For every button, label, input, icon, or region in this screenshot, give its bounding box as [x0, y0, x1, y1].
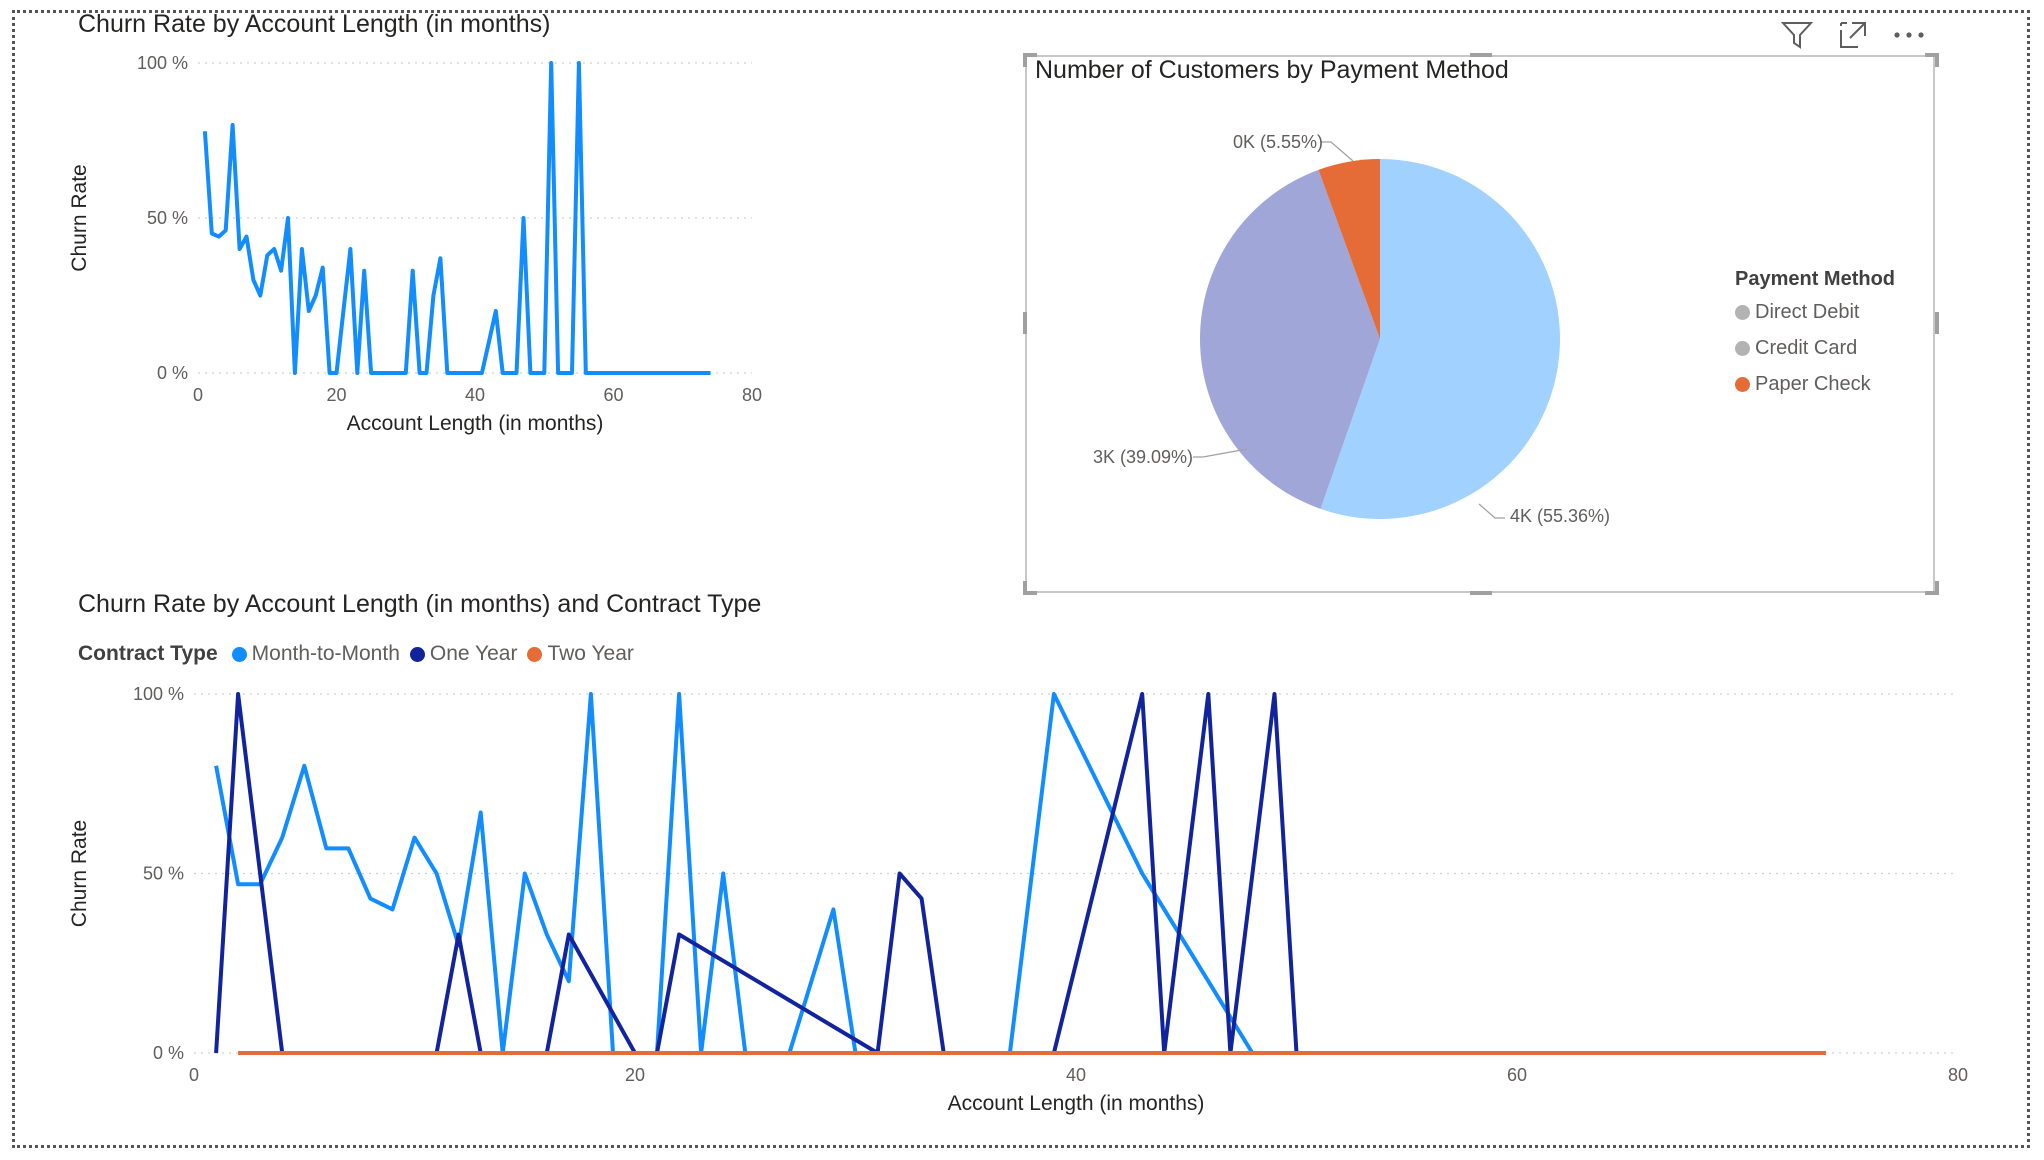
visual-header: [1780, 18, 1926, 52]
resize-handle-bottom-right-v[interactable]: [1935, 581, 1939, 595]
resize-handle-top-right-v[interactable]: [1935, 53, 1939, 67]
resize-handle-top-right[interactable]: [1925, 53, 1939, 57]
data-label-leader: [1478, 503, 1505, 519]
resize-handle-top-left[interactable]: [1023, 53, 1037, 57]
resize-handle-bottom-left[interactable]: [1023, 591, 1037, 595]
x-axis-title: Account Length (in months): [948, 1092, 1205, 1115]
resize-handle-left[interactable]: [1023, 312, 1027, 334]
legend-title: Payment Method: [1735, 268, 1896, 290]
data-label-leader: [1193, 448, 1248, 458]
series-line-one-year[interactable]: [214, 692, 1826, 1055]
series-line-0[interactable]: [202, 61, 711, 375]
x-tick-label: 80: [1948, 1065, 1968, 1085]
y-tick-label: 0 %: [157, 363, 188, 383]
legend-item-one-year[interactable]: One Year: [409, 642, 518, 666]
filter-icon[interactable]: [1780, 18, 1814, 52]
legend-label: Credit Card: [1755, 337, 1858, 359]
x-tick-label: 80: [742, 385, 762, 405]
y-tick-label: 0 %: [153, 1043, 184, 1063]
y-axis-title: Churn Rate: [70, 164, 91, 271]
x-tick-label: 60: [1507, 1065, 1527, 1085]
legend-marker: [1735, 305, 1750, 320]
legend-marker: [527, 646, 543, 662]
resize-handle-right[interactable]: [1935, 312, 1939, 334]
pie-chart-title: Number of Customers by Payment Method: [1035, 56, 1509, 84]
x-tick-label: 0: [193, 385, 203, 405]
x-tick-label: 20: [625, 1065, 645, 1085]
chart-title: Churn Rate by Account Length (in months)…: [78, 590, 762, 618]
y-axis-title: Churn Rate: [70, 820, 91, 927]
chart-title: Churn Rate by Account Length (in months): [78, 10, 551, 38]
legend-item-paper-check[interactable]: Paper Check: [1735, 373, 1895, 396]
contract-type-legend: Contract Type Month-to-Month One Year Tw…: [78, 642, 644, 666]
pie-slice-paper-check[interactable]: [1318, 159, 1381, 339]
legend-label: One Year: [429, 642, 518, 665]
payment-method-legend: Payment Method Direct Debit Credit Card …: [1735, 268, 1895, 409]
churn-by-account-length-chart[interactable]: Churn Rate by Account Length (in months)…: [68, 10, 770, 570]
churn-by-contract-type-chart[interactable]: Churn Rate by Account Length (in months)…: [68, 590, 1970, 1130]
x-tick-label: 40: [1066, 1065, 1086, 1085]
more-options-icon[interactable]: [1892, 18, 1926, 52]
legend-item-direct-debit[interactable]: Direct Debit: [1735, 301, 1895, 324]
y-tick-label: 100 %: [133, 684, 184, 704]
resize-handle-bottom-left-v[interactable]: [1023, 581, 1027, 595]
churn-line-chart-svg: 0 % 50 % 100 % 0 20 40 60 80 Account Length (in …: [68, 53, 762, 435]
x-tick-label: 0: [189, 1065, 199, 1085]
legend-marker: [231, 646, 247, 662]
x-tick-label: 60: [603, 385, 623, 405]
resize-handle-top[interactable]: [1470, 53, 1492, 57]
y-tick-label: 50 %: [147, 208, 188, 228]
x-axis-title: Account Length (in months): [347, 412, 604, 435]
legend-label: Month-to-Month: [251, 642, 400, 665]
legend-label: Two Year: [547, 642, 634, 665]
y-tick-label: 100 %: [137, 53, 188, 73]
data-label: 3K (39.09%): [1093, 447, 1193, 467]
y-tick-label: 50 %: [143, 864, 184, 884]
pie-slice-credit-card[interactable]: [1199, 169, 1380, 509]
legend-marker: [1735, 377, 1750, 392]
data-label-leader: [1321, 141, 1354, 162]
contract-line-chart-svg: 0 % 50 % 100 % 0 20 40 60 80 Account Length (in …: [68, 684, 1968, 1115]
legend-label: Paper Check: [1755, 373, 1871, 395]
legend-item-two-year[interactable]: Two Year: [527, 642, 634, 666]
resize-handle-bottom[interactable]: [1470, 591, 1492, 595]
legend-title: Contract Type: [78, 642, 218, 665]
x-tick-label: 40: [465, 385, 485, 405]
x-tick-label: 20: [326, 385, 346, 405]
pie-slice-direct-debit[interactable]: [1320, 159, 1560, 519]
resize-handle-top-left-v[interactable]: [1023, 53, 1027, 67]
series-line-month-to-month[interactable]: [214, 692, 1255, 1055]
resize-handle-bottom-right[interactable]: [1925, 591, 1939, 595]
legend-item-month-to-month[interactable]: Month-to-Month: [231, 642, 400, 666]
legend-label: Direct Debit: [1755, 301, 1860, 323]
legend-item-credit-card[interactable]: Credit Card: [1735, 337, 1895, 360]
focus-mode-icon[interactable]: [1836, 18, 1870, 52]
legend-marker: [409, 646, 425, 662]
pie-chart-svg: 4K (55.36%) 3K (39.09%) 0K (5.55%): [1093, 132, 1610, 526]
legend-marker: [1735, 341, 1750, 356]
data-label: 0K (5.55%): [1233, 132, 1323, 152]
report-page-frame: [12, 10, 2030, 1148]
data-label: 4K (55.36%): [1510, 506, 1610, 526]
